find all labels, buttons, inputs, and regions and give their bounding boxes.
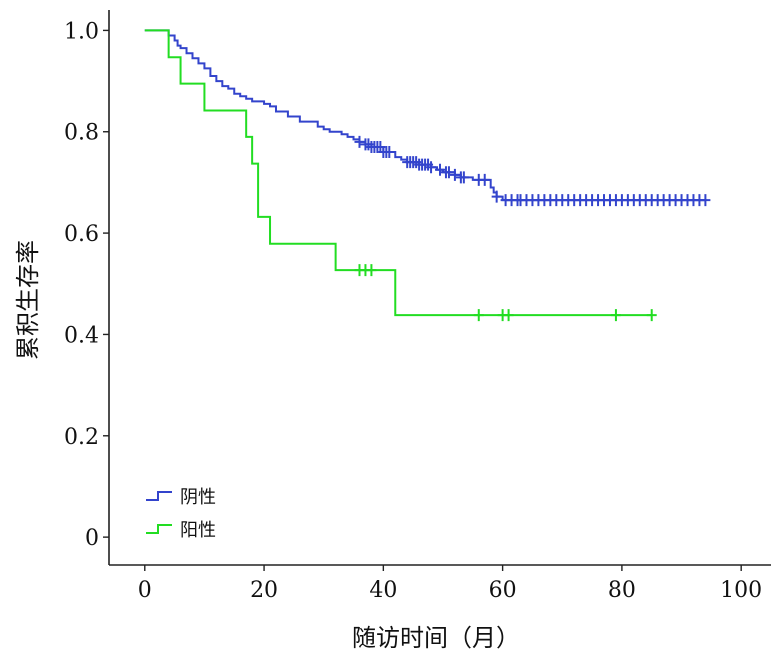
y-tick-label: 1.0	[64, 19, 99, 44]
censor-mark	[700, 194, 711, 207]
legend-swatch	[146, 524, 172, 534]
x-axis-ticks: 0 20 40 60 80 100	[138, 565, 762, 603]
censor-mark	[366, 264, 377, 277]
censor-mark	[458, 171, 469, 184]
series-group	[144, 29, 657, 322]
censor-mark	[473, 309, 484, 322]
censor-mark	[435, 163, 445, 176]
censor-mark	[491, 190, 502, 203]
legend-swatch	[146, 491, 172, 501]
censor-mark	[646, 309, 657, 322]
censor-mark	[449, 168, 460, 181]
x-tick-label: 100	[720, 578, 762, 603]
x-tick-label: 40	[369, 578, 397, 603]
censor-mark	[384, 146, 395, 159]
censor-mark	[610, 309, 621, 322]
y-axis-ticks: 0 0.2 0.4 0.6 0.8 1.0	[64, 19, 109, 551]
censor-mark	[354, 135, 365, 148]
y-axis-title: 累积生存率	[14, 240, 42, 360]
x-tick-label: 0	[138, 578, 152, 603]
x-tick-label: 20	[250, 578, 278, 603]
survival-curve-negative	[144, 29, 706, 202]
censor-mark	[479, 173, 490, 186]
y-tick-label: 0.4	[64, 323, 99, 348]
series-group	[144, 29, 711, 207]
y-tick-label: 0.8	[64, 121, 99, 146]
x-axis-title: 随访时间（月）	[352, 624, 520, 652]
axes	[108, 10, 771, 566]
series-layer	[144, 29, 711, 322]
legend-label: 阳性	[180, 520, 216, 541]
y-tick-label: 0.2	[64, 425, 99, 450]
x-tick-label: 60	[489, 578, 517, 603]
x-tick-label: 80	[608, 578, 636, 603]
y-tick-label: 0	[85, 526, 99, 551]
survival-curve-positive	[144, 29, 652, 317]
censor-mark	[426, 161, 437, 174]
censor-mark	[503, 309, 514, 322]
y-tick-label: 0.6	[64, 222, 99, 247]
censor-mark	[443, 166, 454, 179]
legend-label: 阴性	[180, 487, 216, 508]
